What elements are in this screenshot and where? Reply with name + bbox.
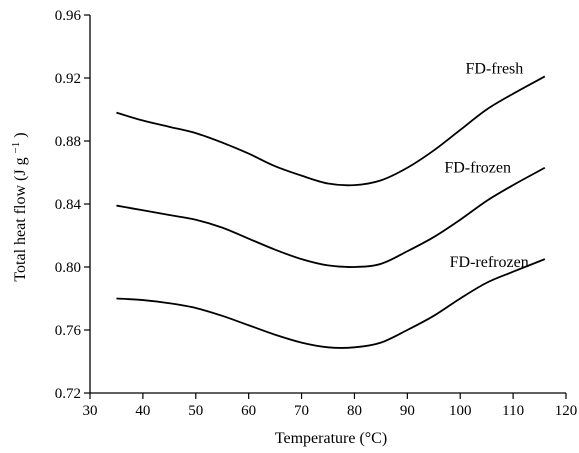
x-axis-title: Temperature (°C) (275, 430, 387, 447)
y-tick-label: 0.76 (55, 323, 82, 339)
x-tick-label: 60 (241, 403, 256, 419)
x-tick-label: 120 (555, 403, 578, 419)
y-axis-title-superscript: −1 (10, 142, 22, 154)
x-tick-label: 50 (188, 403, 203, 419)
y-tick-label: 0.88 (55, 134, 81, 150)
plot-area: 30 40 50 60 70 80 90 100 110 120 0.72 0.76 0.80 0.84… (55, 8, 578, 419)
x-tick-label: 110 (502, 403, 524, 419)
y-tick-label: 0.80 (55, 260, 81, 276)
x-tick-label: 70 (294, 403, 309, 419)
y-tick-label: 0.84 (55, 197, 82, 213)
y-axis-title-close: ) (12, 132, 29, 137)
x-tick-label: 100 (449, 403, 472, 419)
series-line-fd-frozen (116, 166, 546, 268)
y-tick-label: 0.92 (55, 71, 81, 87)
y-tick-label: 0.72 (55, 386, 81, 402)
x-tick-label: 90 (400, 403, 415, 419)
series-label-fd-refrozen: FD-refrozen (450, 254, 529, 271)
series-line-fd-refrozen (116, 258, 546, 349)
x-tick-label: 30 (83, 403, 98, 419)
x-ticks: 30 40 50 60 70 80 90 100 110 120 (83, 393, 578, 419)
x-tick-label: 40 (135, 403, 150, 419)
y-axis-title: Total heat flow (J g −1 ) (6, 132, 29, 281)
y-tick-label: 0.96 (55, 8, 82, 24)
series-lines (116, 75, 546, 349)
y-ticks: 0.72 0.76 0.80 0.84 0.88 0.92 0.96 (55, 8, 90, 402)
series-label-fd-fresh: FD-fresh (466, 60, 524, 77)
series-label-fd-frozen: FD-frozen (444, 160, 511, 177)
x-tick-label: 80 (347, 403, 362, 419)
series-labels: FD-fresh FD-frozen FD-refrozen (444, 60, 528, 271)
y-axis-title-main: Total heat flow (J g (12, 157, 29, 281)
series-line-fd-fresh (116, 75, 546, 187)
